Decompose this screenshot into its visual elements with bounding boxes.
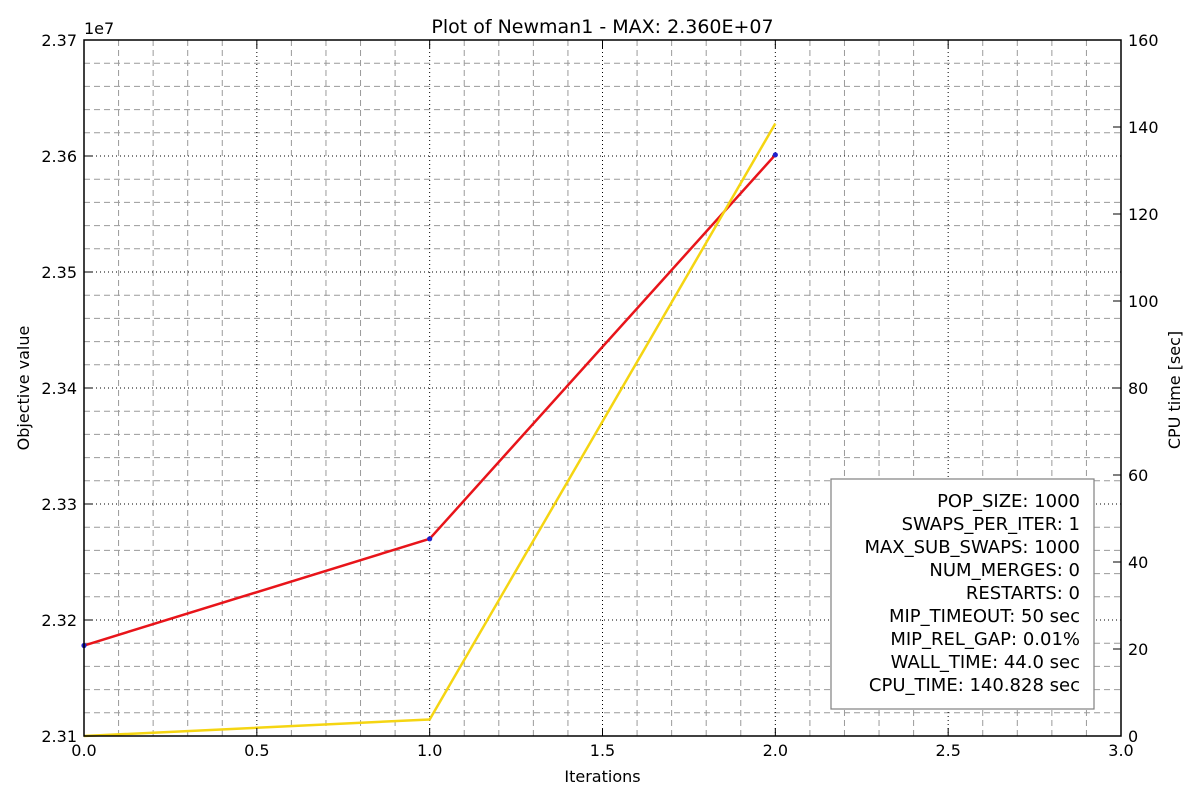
ticks: 0.0 0.5 1.0 1.5 2.0 2.5 3.0 2.31 2.32 2.33 2.34 2.3…: [41, 31, 1158, 760]
legend-line: POP_SIZE: 1000: [937, 491, 1080, 512]
y2-axis-title: CPU time [sec]: [1165, 331, 1184, 449]
x-tick-label: 1.5: [590, 741, 615, 760]
y-axis-title: Objective value: [14, 326, 33, 451]
y2-tick-label: 60: [1128, 466, 1148, 485]
y-tick-label: 2.33: [41, 495, 77, 514]
y2-tick-label: 140: [1128, 118, 1159, 137]
x-axis-title: Iterations: [564, 767, 640, 786]
x-tick-label: 2.5: [935, 741, 960, 760]
y-tick-label: 2.36: [41, 147, 77, 166]
y2-tick-label: 80: [1128, 379, 1148, 398]
x-tick-label: 0.5: [244, 741, 269, 760]
y2-tick-label: 0: [1128, 727, 1138, 746]
y-tick-label: 2.35: [41, 263, 77, 282]
legend-line: CPU_TIME: 140.828 sec: [869, 675, 1080, 696]
y-offset-label: 1e7: [84, 19, 114, 38]
legend-line: MIP_TIMEOUT: 50 sec: [889, 606, 1080, 627]
legend-line: NUM_MERGES: 0: [929, 560, 1080, 581]
legend-line: SWAPS_PER_ITER: 1: [902, 514, 1080, 535]
legend-line: MAX_SUB_SWAPS: 1000: [864, 537, 1080, 558]
y-tick-label: 2.31: [41, 727, 77, 746]
y-tick-label: 2.34: [41, 379, 77, 398]
y2-tick-label: 20: [1128, 640, 1148, 659]
legend-line: RESTARTS: 0: [966, 583, 1080, 604]
legend-line: WALL_TIME: 44.0 sec: [891, 652, 1080, 673]
series-line-2: [83, 122, 777, 738]
y2-tick-label: 40: [1128, 553, 1148, 572]
y2-tick-label: 120: [1128, 205, 1159, 224]
series-point: [427, 536, 433, 542]
y2-tick-label: 160: [1128, 31, 1159, 50]
x-tick-label: 1.0: [417, 741, 442, 760]
y2-tick-label: 100: [1128, 292, 1159, 311]
chart-title: Plot of Newman1 - MAX: 2.360E+07: [431, 16, 773, 38]
legend-frame: [830, 478, 1095, 710]
x-tick-label: 3.0: [1108, 741, 1133, 760]
series-layer: [81, 122, 778, 738]
y-tick-label: 2.37: [41, 31, 77, 50]
x-tick-label: 2.0: [763, 741, 788, 760]
legend-line: MIP_REL_GAP: 0.01%: [890, 629, 1080, 650]
series-point: [772, 152, 778, 158]
x-tick-label: 0.0: [71, 741, 96, 760]
y-tick-label: 2.32: [41, 611, 77, 630]
